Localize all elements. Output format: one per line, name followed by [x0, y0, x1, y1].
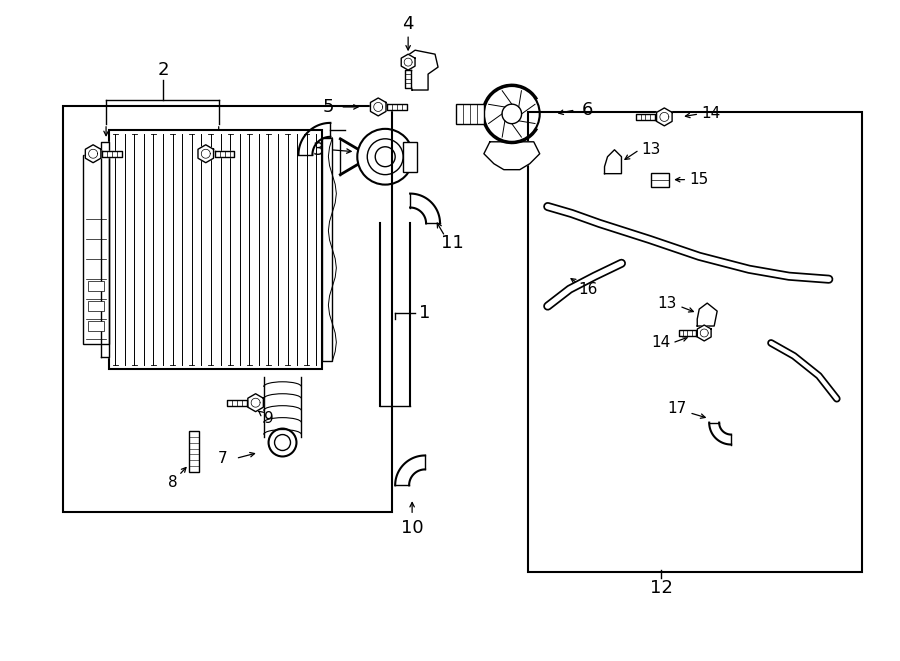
Text: 6: 6	[582, 101, 593, 119]
Text: 16: 16	[578, 282, 598, 297]
Polygon shape	[101, 142, 109, 357]
Polygon shape	[657, 108, 672, 126]
Polygon shape	[198, 145, 213, 163]
Bar	[322, 137, 332, 361]
Bar	[109, 130, 322, 369]
Polygon shape	[698, 325, 711, 341]
Polygon shape	[605, 150, 622, 174]
Polygon shape	[86, 145, 101, 163]
Bar	[83, 155, 109, 344]
Text: 17: 17	[668, 401, 687, 416]
Text: 10: 10	[400, 519, 423, 537]
Text: 11: 11	[441, 235, 464, 253]
Polygon shape	[387, 104, 407, 110]
Bar	[456, 104, 484, 124]
Text: 15: 15	[689, 172, 709, 187]
Polygon shape	[102, 151, 122, 157]
Bar	[189, 430, 199, 473]
Bar	[652, 173, 670, 186]
Polygon shape	[405, 50, 438, 90]
Text: 1: 1	[419, 304, 431, 322]
Text: 14: 14	[652, 335, 671, 350]
Bar	[403, 142, 417, 172]
Bar	[88, 321, 104, 331]
Text: 14: 14	[702, 106, 721, 122]
Text: 4: 4	[402, 15, 414, 33]
Bar	[88, 301, 104, 311]
Polygon shape	[635, 114, 655, 120]
Bar	[88, 281, 104, 291]
Polygon shape	[484, 142, 540, 170]
Bar	[63, 106, 392, 512]
Text: 13: 13	[642, 142, 662, 157]
Text: 8: 8	[168, 475, 177, 490]
Polygon shape	[248, 394, 264, 412]
Text: 7: 7	[218, 451, 228, 466]
Text: 12: 12	[650, 579, 673, 597]
Text: 13: 13	[658, 295, 677, 311]
Polygon shape	[679, 330, 697, 336]
Polygon shape	[227, 399, 247, 406]
Bar	[527, 112, 861, 572]
Polygon shape	[371, 98, 386, 116]
Polygon shape	[215, 151, 235, 157]
Polygon shape	[698, 303, 717, 326]
Text: 3: 3	[312, 141, 324, 159]
Text: 5: 5	[322, 98, 334, 116]
Text: 2: 2	[158, 61, 168, 79]
Polygon shape	[405, 70, 411, 88]
Polygon shape	[401, 54, 415, 70]
Text: 9: 9	[264, 411, 274, 426]
